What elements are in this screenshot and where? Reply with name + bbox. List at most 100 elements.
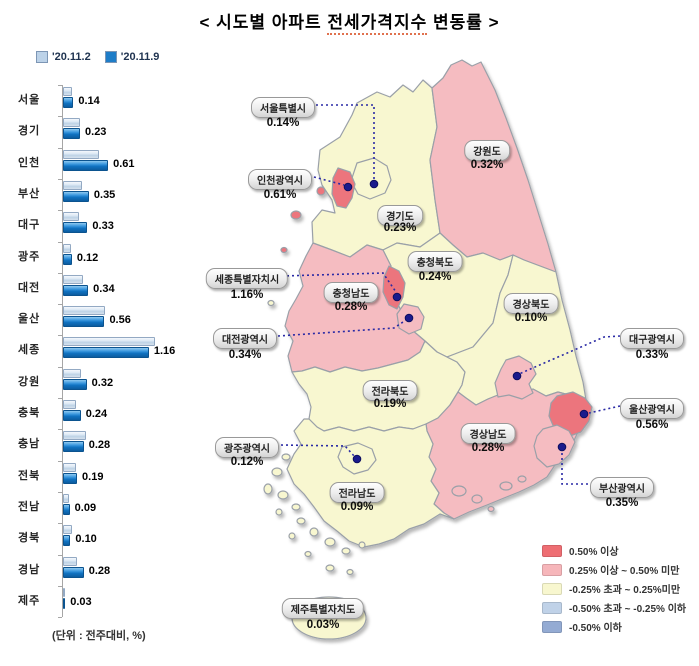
region-busan — [533, 424, 576, 468]
bar-current-week — [63, 472, 78, 484]
chart-axis-tick — [58, 304, 62, 306]
marker-dot-sejong — [392, 292, 402, 302]
map-value-gyeongbuk: 0.10% — [514, 312, 548, 324]
chart-axis-tick — [58, 272, 62, 274]
legend-swatch-icon — [542, 601, 562, 614]
bar-current-week — [63, 410, 81, 421]
bar-current-week — [63, 316, 105, 328]
bar-prev-week — [63, 118, 81, 128]
bar-current-week — [63, 503, 70, 515]
map-value-chungnam: 0.28% — [334, 301, 368, 313]
bar-value-label: 0.61 — [113, 157, 135, 170]
map-value-chungbuk: 0.24% — [418, 271, 452, 283]
island — [471, 494, 483, 504]
marker-dot-incheon — [343, 182, 353, 192]
map-label-incheon: 인천광역시 — [248, 169, 312, 190]
leader-line-incheon — [313, 176, 345, 186]
category-label: 경기 — [18, 125, 41, 138]
bar-current-week — [63, 535, 71, 547]
bar-value-label: 0.56 — [109, 314, 131, 327]
bar-current-week — [63, 378, 87, 390]
legend-swatch-icon — [104, 51, 117, 63]
island — [309, 527, 319, 537]
map-value-incheon: 0.61% — [263, 189, 297, 201]
island — [288, 532, 296, 540]
region-seoul — [350, 157, 392, 200]
marker-dot-busan — [557, 442, 567, 452]
bar-current-week — [63, 253, 72, 265]
legend-swatch-icon — [542, 620, 562, 633]
island — [275, 508, 283, 516]
bar-value-label: 0.33 — [92, 220, 114, 233]
category-label: 대전 — [18, 281, 41, 294]
category-label: 대구 — [18, 219, 41, 232]
category-label: 경북 — [18, 532, 41, 545]
map-legend-row: 0.50% 이상 — [542, 541, 686, 560]
bar-value-label: 0.24 — [85, 408, 108, 420]
island — [358, 541, 366, 549]
marker-dot-ulsan — [579, 409, 589, 419]
marker-dot-daejeon — [404, 313, 414, 323]
map-legend-label: -0.50% 이하 — [569, 623, 622, 634]
bar-prev-week — [63, 493, 69, 503]
island — [280, 246, 288, 254]
chart-legend: '20.11.2 '20.11.9 — [36, 51, 159, 63]
bar-value-label: 0.19 — [82, 470, 104, 483]
bar-prev-week — [63, 87, 72, 96]
bar-value-label: 0.28 — [88, 439, 111, 452]
bar-current-week — [63, 222, 88, 234]
island — [487, 505, 495, 513]
map-label-jeju: 제주특별자치도 — [281, 598, 365, 619]
map-value-sejong: 1.16% — [230, 289, 264, 301]
bar-prev-week — [63, 431, 86, 441]
leader-line-gwangju — [280, 444, 356, 458]
map-label-jeonnam: 전라남도 — [329, 482, 385, 503]
bar-prev-week — [63, 149, 99, 159]
map-legend-row: -0.50% 이하 — [542, 617, 686, 636]
category-label: 충북 — [18, 407, 41, 419]
category-label: 전북 — [18, 469, 41, 482]
island — [291, 503, 301, 511]
map-legend-label: -0.25% 초과 ~ 0.25%미만 — [569, 585, 681, 596]
marker-dot-gwangju — [352, 454, 362, 464]
bar-value-label: 0.14 — [78, 95, 100, 107]
bar-current-week — [63, 159, 109, 171]
leader-line-daejeon — [277, 319, 407, 337]
bar-prev-week — [63, 462, 76, 472]
bar-prev-week — [63, 525, 72, 535]
bar-current-week — [63, 97, 74, 108]
map-legend-label: 0.50% 이상 — [569, 547, 619, 558]
leader-line-busan — [561, 450, 588, 485]
category-label: 인천 — [18, 156, 41, 169]
island — [271, 467, 283, 477]
chart-axis-tick — [58, 398, 62, 399]
map-value-jeju: 0.03% — [306, 619, 340, 631]
bar-current-week — [63, 190, 89, 202]
island — [267, 299, 275, 307]
chart-axis-tick — [58, 491, 62, 493]
chart-axis-tick — [58, 147, 62, 149]
category-label: 세종 — [18, 344, 41, 357]
island — [316, 186, 326, 196]
island — [341, 547, 351, 555]
island — [296, 517, 306, 525]
chart-legend-item: '20.11.9 — [104, 51, 159, 63]
map-legend-row: -0.50% 초과 ~ -0.25% 이하 — [542, 598, 686, 617]
leader-line-daegu — [518, 335, 621, 375]
map-value-jeonbuk: 0.19% — [373, 398, 407, 410]
bar-prev-week — [63, 556, 78, 566]
leader-line-sejong — [281, 272, 397, 293]
map-value-daejeon: 0.34% — [228, 349, 262, 361]
bar-prev-week — [63, 306, 106, 316]
bar-current-week — [63, 597, 66, 609]
legend-swatch-icon — [542, 563, 562, 576]
bar-current-week — [63, 347, 149, 359]
chart-axis-tick — [58, 429, 62, 431]
bar-prev-week — [63, 337, 155, 347]
legend-swatch-icon — [542, 582, 562, 595]
bar-prev-week — [63, 274, 83, 284]
bar-value-label: 0.28 — [88, 564, 111, 577]
bar-value-label: 0.03 — [70, 595, 92, 608]
map-value-seoul: 0.14% — [266, 117, 300, 129]
